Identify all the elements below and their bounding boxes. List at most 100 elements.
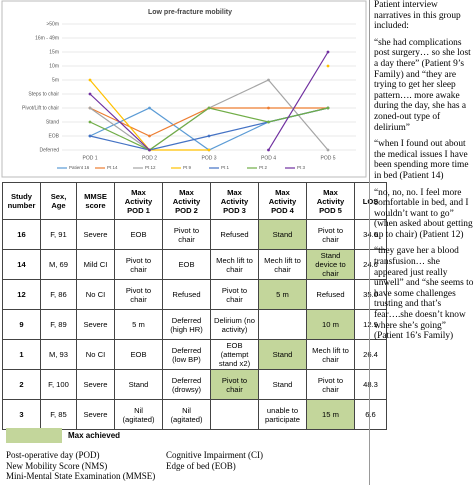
point (88, 134, 92, 138)
table-cell: 10 m (306, 309, 355, 340)
column-header: Max Activity POD 4 (258, 182, 307, 220)
point (207, 106, 211, 110)
column-header: LOS (354, 182, 387, 220)
point (88, 92, 92, 96)
table-cell: EOB (114, 339, 163, 370)
table-cell: 5 m (114, 309, 163, 340)
footnote: Cognitive Impairment (CI) (166, 450, 263, 460)
footnote: Post-operative day (POD) (6, 450, 100, 460)
legend-swatch (6, 428, 62, 443)
table-cell: Delirium (no activity) (210, 309, 259, 340)
table-cell: EOB (114, 219, 163, 250)
point (88, 120, 92, 124)
table-cell: M, 93 (40, 339, 77, 370)
point (148, 134, 151, 138)
column-header: Max Activity POD 5 (306, 182, 355, 220)
x-tick-label: POD 2 (142, 155, 157, 161)
table-cell: No CI (76, 339, 115, 370)
table-row: 2 F, 100 Severe Stand Deferred (drowsy) Pivot… (2, 369, 387, 400)
table-cell: Stand (258, 339, 307, 370)
legend-label: Pt 14 (107, 165, 118, 170)
table-cell: F, 85 (40, 399, 77, 430)
table-cell: Refused (210, 219, 259, 250)
table-cell (258, 309, 307, 340)
x-tick-label: POD 1 (82, 155, 97, 161)
table-cell: Deferred (low BP) (162, 339, 211, 370)
table-cell: Pivot to chair (162, 219, 211, 250)
table-cell: 16 (2, 219, 41, 250)
narrative-paragraph: “they gave her a blood transfusion… she … (374, 246, 474, 342)
table-row: 1 M, 93 No CI EOB Deferred (low BP) EOB (atte… (2, 339, 387, 370)
point (326, 50, 330, 54)
table-cell: Deferred (high HR) (162, 309, 211, 340)
legend-label: Pt 12 (145, 165, 156, 170)
y-tick-label: 5m (52, 77, 59, 83)
column-header: Max Activity POD 3 (210, 182, 259, 220)
table-cell: Severe (76, 399, 115, 430)
table-cell: Nil (agitated) (162, 399, 211, 430)
x-tick-label: POD 3 (201, 155, 216, 161)
table-cell: Refused (306, 279, 355, 310)
y-tick-label: Pivot/Lift to chair (22, 105, 59, 111)
table-cell: Pivot to chair (114, 279, 163, 310)
table-cell: Severe (76, 309, 115, 340)
point (267, 120, 270, 124)
activity-table: Study number Sex, Age MMSE score Max Activi… (2, 182, 387, 430)
legend-label: Patient 16 (69, 165, 90, 170)
table-cell: Nil (agitated) (114, 399, 163, 430)
x-tick-label: POD 4 (261, 155, 276, 161)
point (148, 106, 151, 110)
point (326, 148, 330, 152)
table-cell: Pivot to chair (210, 369, 259, 400)
footnote: New Mobility Score (NMS) (6, 460, 108, 471)
table-cell: Stand (258, 219, 307, 250)
y-tick-label: EOB (48, 133, 59, 139)
table-cell: 35.0 (354, 279, 387, 310)
legend-label: Pt 1 (221, 165, 230, 170)
table-cell: Mech lift to chair (258, 249, 307, 280)
table-cell: 14 (2, 249, 41, 280)
table-cell: Mild CI (76, 249, 115, 280)
table-cell: 12 (2, 279, 41, 310)
narrative-paragraph: Patient interview narratives in this gro… (374, 0, 461, 32)
table-cell: No CI (76, 279, 115, 310)
table-cell: 3 (2, 399, 41, 430)
legend-label: Max achieved (68, 431, 121, 440)
table-cell: 48.3 (354, 369, 387, 400)
y-tick-label: Stand (46, 119, 59, 125)
table-cell: Severe (76, 369, 115, 400)
table-cell: F, 86 (40, 279, 77, 310)
table-cell: Pivot to chair (306, 369, 355, 400)
narrative-paragraph: “she had complications post surgery… so … (374, 37, 471, 133)
point (88, 106, 92, 110)
table-cell: Deferred (drowsy) (162, 369, 211, 400)
column-header: MMSE score (76, 182, 115, 220)
legend-label: Pt 2 (259, 165, 268, 170)
table-cell: 24.6 (354, 249, 387, 280)
narrative-paragraph: “when I found out about the medical issu… (374, 139, 469, 181)
column-header: Study number (2, 182, 41, 220)
table-row: 16 F, 91 Severe EOB Pivot to chair Refused Sta… (2, 219, 387, 250)
column-header: Sex, Age (40, 182, 77, 220)
chart: Low pre-fracture mobility Deferred EOB Sta… (1, 0, 367, 178)
table-body: 16 F, 91 Severe EOB Pivot to chair Refused Sta… (2, 219, 387, 430)
table-cell: Pivot to chair (210, 279, 259, 310)
table-cell: 15 m (306, 399, 355, 430)
narrative-paragraph: “no, no, no. I feel more comfortable in … (374, 187, 473, 240)
table-row: 14 M, 69 Mild CI Pivot to chair EOB Mech lift… (2, 249, 387, 280)
table-cell: M, 69 (40, 249, 77, 280)
table-cell: Refused (162, 279, 211, 310)
y-tick-label: 16m - 49m (35, 35, 59, 41)
column-header: Max Activity POD 1 (114, 182, 163, 220)
table-cell: Mech lift to chair (210, 249, 259, 280)
table-cell: F, 100 (40, 369, 77, 400)
point (326, 106, 330, 110)
footnote: Mini-Mental State Examination (MMSE) (6, 471, 156, 481)
column-header: Max Activity POD 2 (162, 182, 211, 220)
legend-label: Pt 3 (297, 165, 306, 170)
table-row: 3 F, 85 Severe Nil (agitated) Nil (agitated)… (2, 399, 387, 430)
table-row: 12 F, 86 No CI Pivot to chair Refused Pivot t… (2, 279, 387, 310)
table-cell: 9 (2, 309, 41, 340)
table-legend: Max achieved (6, 428, 120, 443)
